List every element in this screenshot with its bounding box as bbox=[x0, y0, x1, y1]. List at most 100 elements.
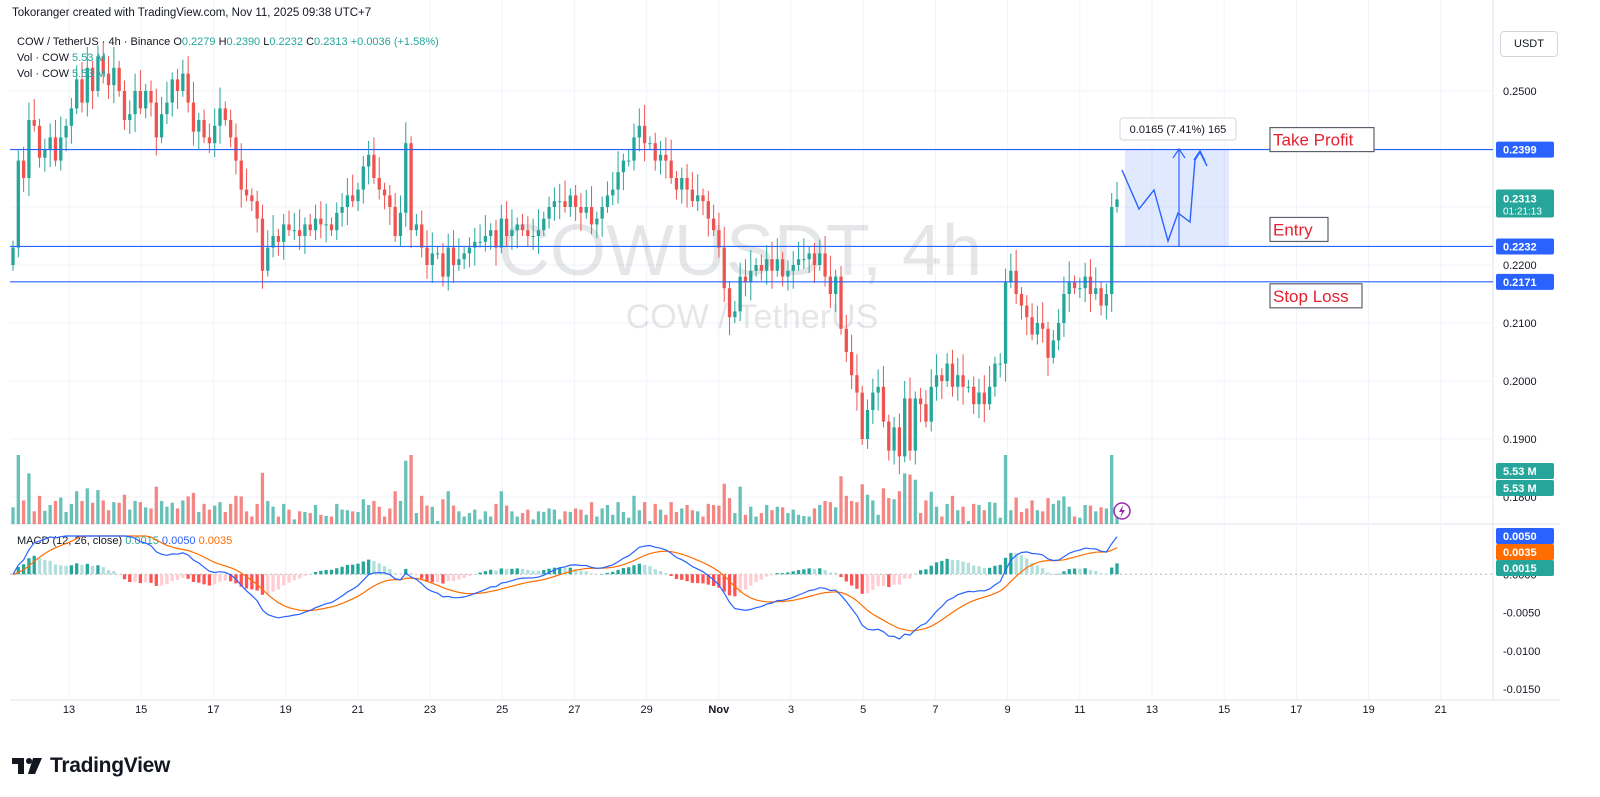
macd-hist-bar bbox=[96, 565, 100, 575]
candle bbox=[69, 108, 74, 126]
candle bbox=[48, 137, 52, 149]
candle bbox=[823, 253, 827, 277]
candle bbox=[531, 236, 535, 237]
macd-hist-bar bbox=[117, 574, 121, 575]
macd-hist-bar bbox=[966, 562, 971, 575]
volume-bar bbox=[579, 509, 583, 524]
volume-bar bbox=[998, 517, 1002, 524]
volume-bar bbox=[807, 516, 811, 524]
candle bbox=[271, 236, 275, 248]
macd-hist-bar bbox=[834, 572, 838, 575]
volume-bar bbox=[393, 491, 397, 524]
macd-hist-bar bbox=[329, 569, 334, 575]
volume-bar bbox=[595, 516, 599, 524]
volume-bar bbox=[32, 511, 36, 524]
macd-hist-bar bbox=[138, 574, 143, 584]
candle bbox=[377, 178, 381, 190]
volume-bar bbox=[117, 502, 121, 524]
volume-bar bbox=[53, 501, 58, 524]
volume-legend: Vol · COW 5.53 M bbox=[17, 68, 106, 80]
candle bbox=[388, 195, 392, 207]
tradingview-logo[interactable]: TradingView bbox=[12, 754, 170, 778]
measure-label: 0.0165 (7.41%) 165 bbox=[1130, 124, 1227, 136]
volume-bar bbox=[239, 496, 243, 524]
candle bbox=[568, 195, 572, 207]
macd-hist-bar bbox=[48, 560, 52, 575]
macd-hist-bar bbox=[32, 555, 36, 575]
ohlc-change: +0.0036 (+1.58%) bbox=[351, 36, 439, 48]
macd-hist-bar bbox=[324, 569, 328, 575]
volume-bar bbox=[749, 506, 753, 524]
volume-bar bbox=[759, 513, 764, 524]
candle bbox=[1009, 270, 1013, 283]
volume-bar bbox=[297, 511, 302, 524]
macd-hist-bar bbox=[202, 574, 206, 585]
macd-histogram bbox=[11, 553, 1119, 597]
macd-value-tag-bg bbox=[1496, 528, 1554, 544]
volume-bar bbox=[27, 473, 31, 524]
level-label-2: Stop Loss bbox=[1273, 287, 1349, 306]
candle bbox=[945, 363, 949, 381]
macd-hist-bar bbox=[706, 574, 710, 585]
candle bbox=[839, 276, 843, 329]
volume-bar bbox=[1014, 497, 1018, 524]
macd-hist-bar bbox=[1046, 572, 1050, 575]
macd-hist-bar bbox=[154, 574, 158, 586]
candle bbox=[860, 392, 864, 439]
macd-hist-bar bbox=[170, 574, 174, 582]
candle bbox=[1019, 294, 1024, 306]
volume-tag-a-bg bbox=[1496, 463, 1554, 479]
macd-signal-tag: 0.0035 bbox=[1503, 547, 1537, 559]
candle bbox=[1056, 323, 1061, 341]
macd-hist-bar bbox=[361, 561, 365, 575]
macd-hist-bar bbox=[213, 574, 217, 585]
macd-hist-bar bbox=[313, 571, 318, 575]
volume-bar bbox=[271, 506, 275, 524]
candle bbox=[934, 375, 939, 387]
macd-hist-bar bbox=[1003, 557, 1008, 575]
candle bbox=[1088, 276, 1093, 294]
macd-hist-bar bbox=[653, 569, 657, 575]
macd-hist-tag-bg bbox=[1496, 560, 1554, 576]
volume-bar bbox=[244, 511, 249, 524]
brand-name: TradingView bbox=[50, 754, 171, 777]
candle bbox=[701, 195, 705, 202]
volume-legend-value: 5.53 M bbox=[72, 68, 106, 80]
macd-hist-bar bbox=[59, 565, 63, 575]
macd-hist-bar bbox=[1067, 569, 1071, 575]
candle bbox=[122, 91, 127, 120]
volume-bar bbox=[982, 510, 986, 524]
macd-hist-bar bbox=[292, 574, 296, 581]
volume-bar bbox=[563, 511, 567, 524]
candle bbox=[855, 375, 859, 393]
macd-hist-bar bbox=[993, 565, 997, 575]
candle bbox=[828, 276, 833, 294]
volume-bar bbox=[1046, 498, 1050, 524]
candle bbox=[250, 195, 254, 202]
candle bbox=[993, 363, 997, 387]
volume-bar bbox=[706, 503, 710, 524]
candle bbox=[1099, 288, 1103, 306]
level-label-0: Take Profit bbox=[1273, 131, 1354, 150]
currency-selector[interactable]: USDT bbox=[1500, 31, 1558, 57]
candle bbox=[335, 212, 339, 231]
macd-hist-bar bbox=[918, 570, 923, 575]
volume-bar bbox=[441, 499, 445, 524]
macd-hist-bar bbox=[600, 573, 604, 575]
candle bbox=[90, 67, 95, 91]
candle bbox=[80, 79, 84, 103]
candle bbox=[382, 189, 387, 196]
volume-bar bbox=[871, 500, 875, 524]
volume-bar bbox=[972, 503, 976, 524]
candle bbox=[542, 218, 546, 231]
volume-bar bbox=[377, 506, 381, 524]
ohlc-close-label: C bbox=[306, 36, 314, 48]
candle bbox=[340, 207, 344, 213]
candle bbox=[319, 218, 323, 225]
volume-bar bbox=[69, 503, 74, 524]
volume-bar bbox=[961, 506, 965, 524]
macd-hist-bar bbox=[37, 558, 42, 575]
candle bbox=[552, 201, 557, 207]
candle bbox=[520, 224, 525, 231]
volume-bar bbox=[48, 505, 52, 524]
